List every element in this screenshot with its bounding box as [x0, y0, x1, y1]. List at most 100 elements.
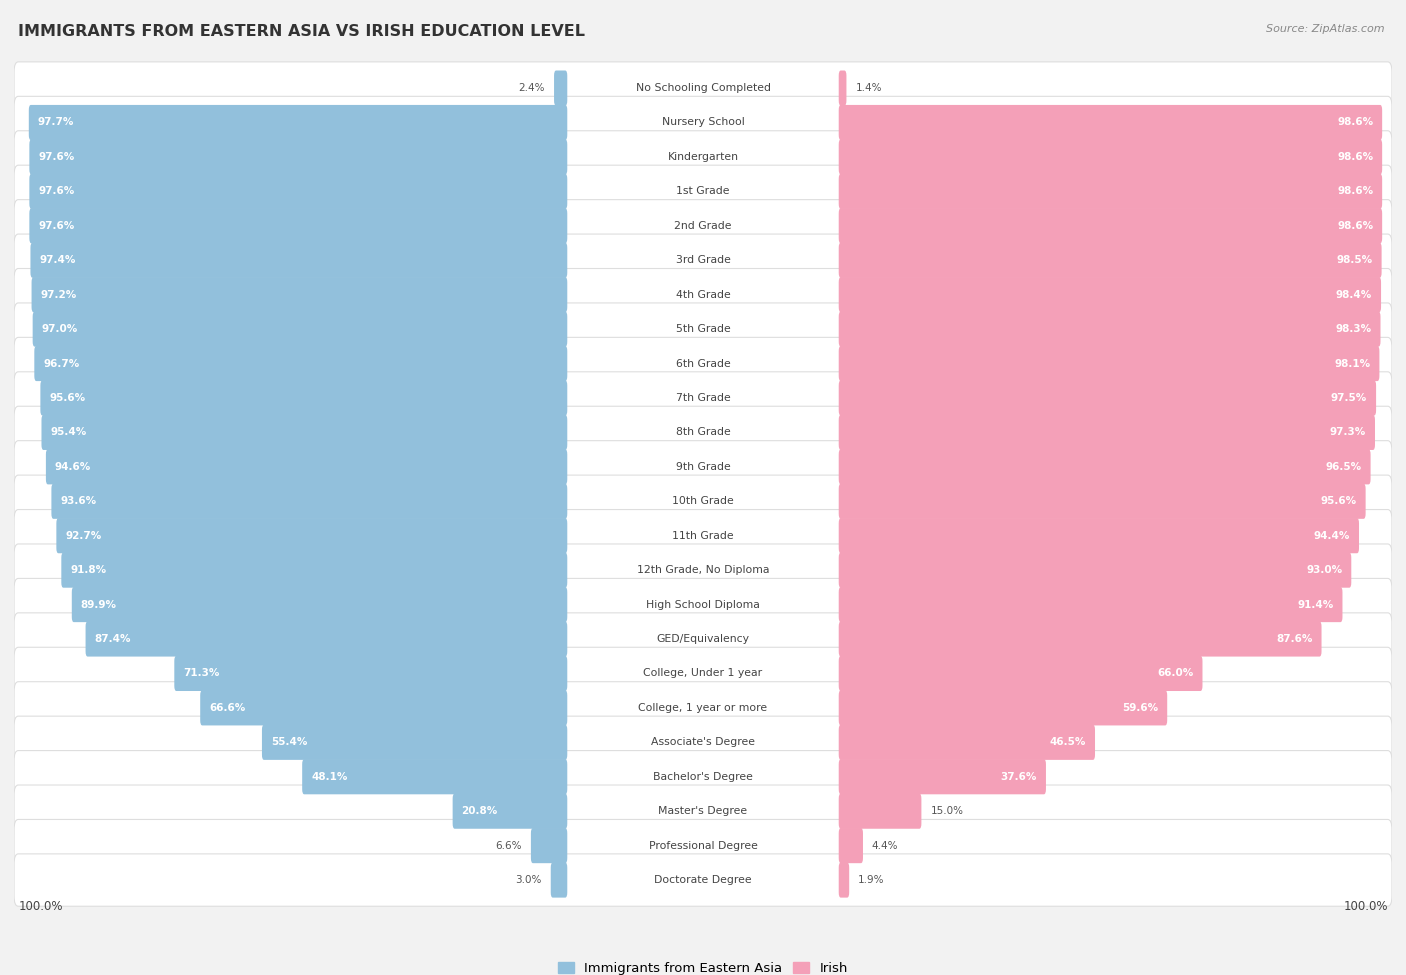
FancyBboxPatch shape	[551, 863, 567, 898]
Text: 91.8%: 91.8%	[70, 566, 107, 575]
FancyBboxPatch shape	[14, 717, 1392, 768]
Text: 37.6%: 37.6%	[1001, 772, 1038, 782]
FancyBboxPatch shape	[453, 794, 567, 829]
FancyBboxPatch shape	[31, 277, 567, 312]
FancyBboxPatch shape	[839, 209, 1382, 244]
FancyBboxPatch shape	[839, 863, 849, 898]
FancyBboxPatch shape	[14, 613, 1392, 665]
FancyBboxPatch shape	[839, 484, 1365, 519]
FancyBboxPatch shape	[14, 682, 1392, 734]
FancyBboxPatch shape	[34, 346, 567, 381]
Text: High School Diploma: High School Diploma	[647, 600, 759, 609]
FancyBboxPatch shape	[31, 243, 567, 278]
Text: 2.4%: 2.4%	[519, 83, 546, 93]
FancyBboxPatch shape	[839, 70, 846, 105]
Text: 97.6%: 97.6%	[38, 220, 75, 231]
Text: 66.6%: 66.6%	[209, 703, 246, 713]
Legend: Immigrants from Eastern Asia, Irish: Immigrants from Eastern Asia, Irish	[553, 956, 853, 975]
Text: 98.3%: 98.3%	[1336, 324, 1371, 334]
FancyBboxPatch shape	[839, 518, 1360, 553]
FancyBboxPatch shape	[839, 414, 1375, 450]
Text: 97.2%: 97.2%	[41, 290, 77, 299]
FancyBboxPatch shape	[52, 484, 567, 519]
Text: 97.4%: 97.4%	[39, 255, 76, 265]
Text: Source: ZipAtlas.com: Source: ZipAtlas.com	[1267, 24, 1385, 34]
FancyBboxPatch shape	[839, 724, 1095, 760]
FancyBboxPatch shape	[30, 139, 567, 175]
Text: 5th Grade: 5th Grade	[676, 324, 730, 334]
Text: 4.4%: 4.4%	[872, 840, 898, 850]
FancyBboxPatch shape	[839, 139, 1382, 175]
FancyBboxPatch shape	[46, 449, 567, 485]
Text: 96.5%: 96.5%	[1326, 462, 1361, 472]
FancyBboxPatch shape	[14, 234, 1392, 287]
Text: College, 1 year or more: College, 1 year or more	[638, 703, 768, 713]
FancyBboxPatch shape	[14, 854, 1392, 906]
Text: 55.4%: 55.4%	[271, 737, 308, 747]
Text: 89.9%: 89.9%	[80, 600, 117, 609]
FancyBboxPatch shape	[14, 647, 1392, 700]
Text: 3rd Grade: 3rd Grade	[675, 255, 731, 265]
Text: 98.5%: 98.5%	[1337, 255, 1372, 265]
FancyBboxPatch shape	[839, 621, 1322, 656]
FancyBboxPatch shape	[14, 819, 1392, 872]
Text: 12th Grade, No Diploma: 12th Grade, No Diploma	[637, 566, 769, 575]
Text: 93.6%: 93.6%	[60, 496, 97, 506]
Text: 4th Grade: 4th Grade	[676, 290, 730, 299]
FancyBboxPatch shape	[14, 97, 1392, 148]
Text: Associate's Degree: Associate's Degree	[651, 737, 755, 747]
FancyBboxPatch shape	[32, 312, 567, 347]
Text: 97.6%: 97.6%	[38, 152, 75, 162]
Text: 10th Grade: 10th Grade	[672, 496, 734, 506]
Text: Kindergarten: Kindergarten	[668, 152, 738, 162]
FancyBboxPatch shape	[262, 724, 567, 760]
Text: 98.6%: 98.6%	[1337, 152, 1374, 162]
FancyBboxPatch shape	[531, 828, 567, 863]
FancyBboxPatch shape	[86, 621, 567, 656]
Text: 71.3%: 71.3%	[183, 669, 219, 679]
FancyBboxPatch shape	[839, 587, 1343, 622]
Text: 95.4%: 95.4%	[51, 427, 87, 438]
FancyBboxPatch shape	[14, 751, 1392, 803]
Text: 1.4%: 1.4%	[855, 83, 882, 93]
FancyBboxPatch shape	[200, 690, 567, 725]
Text: 87.4%: 87.4%	[94, 634, 131, 644]
FancyBboxPatch shape	[14, 578, 1392, 631]
FancyBboxPatch shape	[14, 371, 1392, 424]
FancyBboxPatch shape	[14, 268, 1392, 321]
Text: 97.3%: 97.3%	[1330, 427, 1367, 438]
FancyBboxPatch shape	[839, 828, 863, 863]
Text: 98.6%: 98.6%	[1337, 186, 1374, 196]
FancyBboxPatch shape	[839, 174, 1382, 209]
Text: 66.0%: 66.0%	[1157, 669, 1194, 679]
Text: 98.1%: 98.1%	[1334, 359, 1371, 369]
FancyBboxPatch shape	[14, 441, 1392, 493]
Text: 20.8%: 20.8%	[461, 806, 498, 816]
FancyBboxPatch shape	[14, 303, 1392, 355]
Text: 97.5%: 97.5%	[1331, 393, 1367, 403]
Text: 95.6%: 95.6%	[49, 393, 86, 403]
FancyBboxPatch shape	[56, 518, 567, 553]
FancyBboxPatch shape	[839, 277, 1381, 312]
FancyBboxPatch shape	[14, 785, 1392, 838]
Text: IMMIGRANTS FROM EASTERN ASIA VS IRISH EDUCATION LEVEL: IMMIGRANTS FROM EASTERN ASIA VS IRISH ED…	[18, 24, 585, 39]
Text: 8th Grade: 8th Grade	[676, 427, 730, 438]
Text: Doctorate Degree: Doctorate Degree	[654, 875, 752, 885]
Text: 97.7%: 97.7%	[38, 118, 75, 128]
Text: 96.7%: 96.7%	[44, 359, 80, 369]
FancyBboxPatch shape	[30, 174, 567, 209]
Text: 48.1%: 48.1%	[311, 772, 347, 782]
Text: 94.4%: 94.4%	[1313, 530, 1350, 541]
Text: 3.0%: 3.0%	[516, 875, 541, 885]
Text: 100.0%: 100.0%	[1343, 901, 1388, 914]
FancyBboxPatch shape	[839, 449, 1371, 485]
FancyBboxPatch shape	[14, 131, 1392, 183]
FancyBboxPatch shape	[62, 553, 567, 588]
FancyBboxPatch shape	[14, 407, 1392, 458]
Text: 7th Grade: 7th Grade	[676, 393, 730, 403]
FancyBboxPatch shape	[174, 656, 567, 691]
FancyBboxPatch shape	[30, 209, 567, 244]
FancyBboxPatch shape	[554, 70, 567, 105]
FancyBboxPatch shape	[28, 105, 567, 140]
Text: 93.0%: 93.0%	[1306, 566, 1343, 575]
